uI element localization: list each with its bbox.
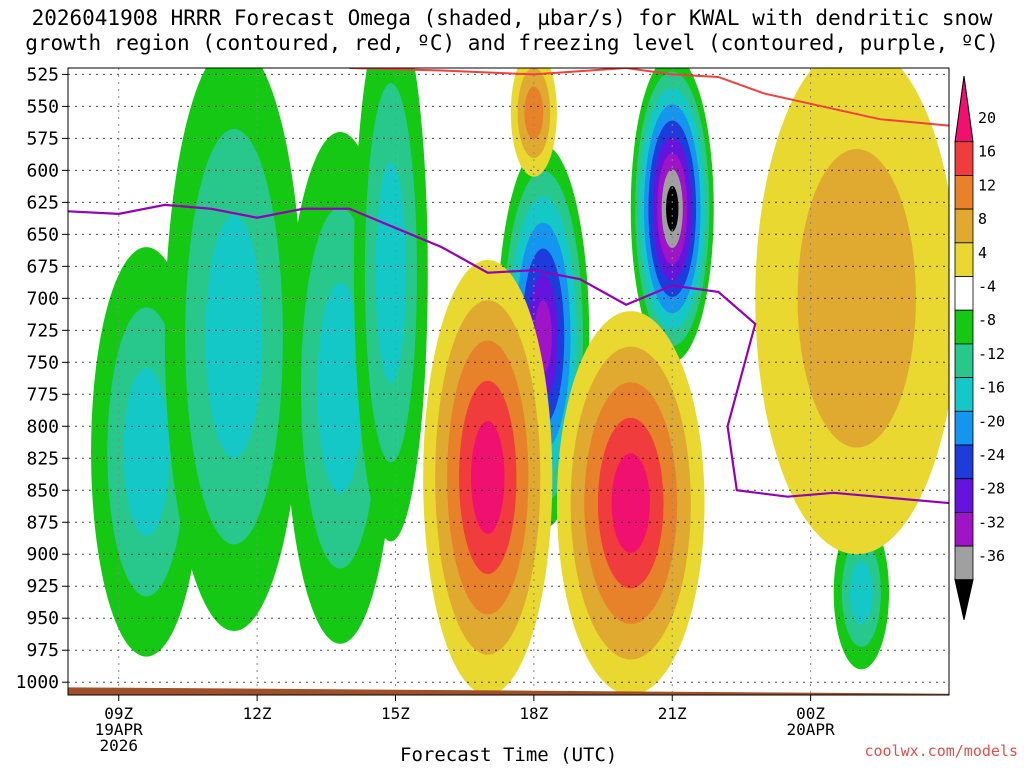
x-tick-label-21-0: 21Z	[658, 704, 687, 723]
colorbar-label-11: -28	[978, 480, 1005, 498]
colorbar-swatch-9	[954, 410, 974, 446]
y-tick-label-725: 725	[26, 320, 59, 341]
colorbar-label-1: 16	[978, 143, 996, 161]
omega-region-descent-2000z	[556, 311, 705, 695]
y-tick-label-950: 950	[26, 608, 59, 629]
colorbar-swatch-12	[954, 512, 974, 547]
colorbar-label-12: -32	[978, 513, 1005, 531]
colorbar-label-3: 8	[978, 210, 987, 228]
x-tick-label-24-1: 20APR	[787, 720, 836, 739]
colorbar-swatch-14	[954, 579, 974, 620]
colorbar-label-6: -8	[978, 311, 996, 329]
y-tick-label-925: 925	[26, 576, 59, 597]
omega-region-ascent-0100z	[833, 515, 890, 670]
x-tick-label-24-0: 00Z	[796, 704, 825, 723]
colorbar-label-8: -16	[978, 379, 1005, 397]
colorbar-swatch-3	[954, 208, 974, 244]
y-tick-label-700: 700	[26, 288, 59, 309]
x-axis-label: Forecast Time (UTC)	[400, 744, 618, 766]
omega-level-20	[471, 421, 505, 534]
colorbar-swatch-8	[954, 377, 974, 412]
colorbar-swatch-4	[954, 242, 974, 277]
plot-frame	[67, 67, 950, 696]
omega-level-12	[524, 86, 544, 140]
omega-level-20	[611, 453, 650, 553]
x-tick-label-12-0: 12Z	[243, 704, 272, 723]
dgz-contour	[349, 68, 949, 127]
omega-level--12	[205, 215, 263, 458]
x-tick-label-18-0: 18Z	[519, 704, 548, 723]
credit-text: coolwx.com/models	[864, 742, 1018, 760]
y-tick-label-600: 600	[26, 160, 59, 181]
colorbar-swatch-1	[954, 141, 974, 176]
y-tick-label-625: 625	[26, 192, 59, 213]
y-tick-label-900: 900	[26, 544, 59, 565]
y-tick-label-1000: 1000	[16, 672, 59, 693]
omega-level--12	[375, 162, 407, 384]
colorbar-swatch-2	[954, 174, 974, 210]
colorbar-label-9: -20	[978, 412, 1005, 430]
y-tick-label-525: 525	[26, 64, 59, 85]
x-tick-label-9-0: 09Z	[104, 704, 133, 723]
colorbar-label-7: -12	[978, 345, 1005, 363]
omega-level--12	[849, 561, 873, 625]
freezing-level-contour	[68, 203, 949, 505]
colorbar-label-5: -4	[978, 278, 996, 296]
colorbar-swatch-10	[954, 444, 974, 480]
y-tick-label-825: 825	[26, 448, 59, 469]
colorbar-swatch-7	[954, 343, 974, 378]
chart-title-line2: growth region (contoured, red, ºC) and f…	[25, 31, 999, 55]
y-tick-label-975: 975	[26, 640, 59, 661]
omega-region-descent-1800z-upper	[510, 68, 557, 177]
omega-level--12	[317, 282, 363, 494]
colorbar-label-13: -36	[978, 547, 1005, 565]
y-tick-label-800: 800	[26, 416, 59, 437]
terrain-fill	[68, 687, 949, 695]
y-tick-label-650: 650	[26, 224, 59, 245]
colorbar-label-10: -24	[978, 446, 1005, 464]
y-tick-label-575: 575	[26, 128, 59, 149]
x-tick-label-9-1: 19APR	[95, 720, 144, 739]
colorbar-swatch-5	[954, 276, 974, 311]
colorbar-label-0: 20	[978, 109, 996, 127]
colorbar-swatch-13	[954, 545, 974, 581]
y-tick-label-850: 850	[26, 480, 59, 501]
omega-region-ascent-1100z	[164, 68, 304, 631]
y-tick-label-550: 550	[26, 96, 59, 117]
colorbar-swatch-11	[954, 478, 974, 513]
x-tick-label-9-2: 2026	[99, 736, 138, 755]
omega-level--12	[123, 367, 170, 537]
colorbar-label-4: 4	[978, 244, 987, 262]
colorbar-swatch-6	[954, 309, 974, 345]
omega-region-ascent-1500z	[353, 68, 428, 542]
omega-region-descent-1700z	[423, 259, 553, 695]
y-tick-label-750: 750	[26, 352, 59, 373]
omega-level-8	[797, 149, 916, 448]
chart-title-line1: 2026041908 HRRR Forecast Omega (shaded, …	[31, 6, 993, 30]
omega-region-descent-0000z	[755, 68, 949, 555]
colorbar-swatch-0	[954, 75, 974, 143]
colorbar-label-2: 12	[978, 176, 996, 194]
y-tick-label-675: 675	[26, 256, 59, 277]
y-tick-label-775: 775	[26, 384, 59, 405]
x-tick-label-15-0: 15Z	[381, 704, 410, 723]
y-tick-label-875: 875	[26, 512, 59, 533]
